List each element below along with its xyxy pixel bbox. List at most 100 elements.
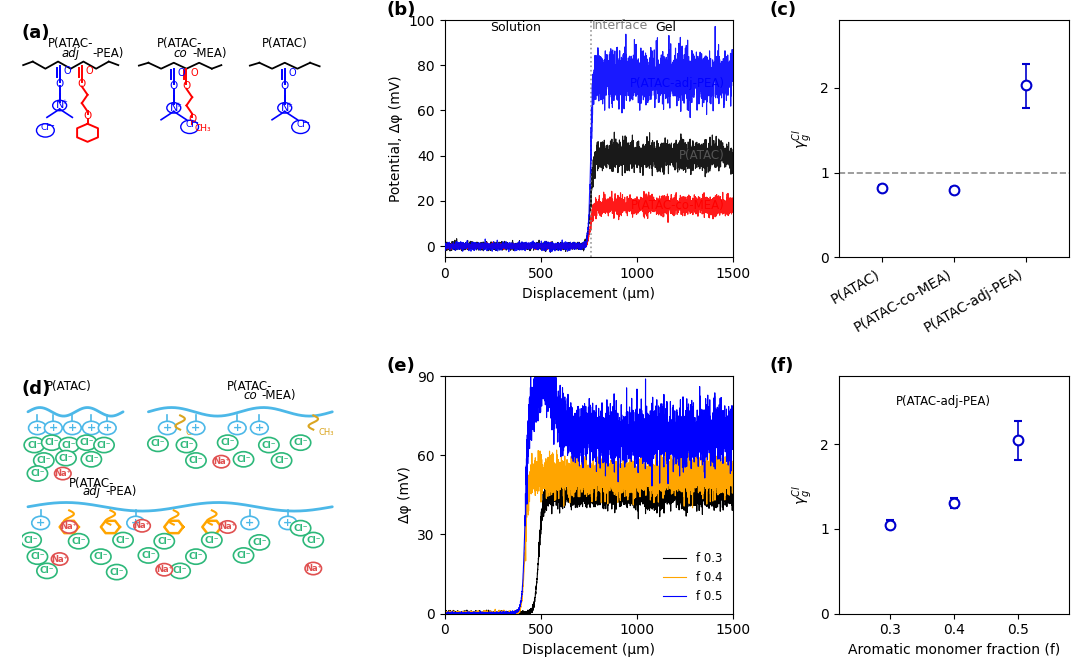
Text: Cl⁻: Cl⁻ (237, 551, 251, 560)
Text: Cl⁻: Cl⁻ (220, 438, 235, 447)
f 0.5 (726, 439, 739, 447)
Circle shape (24, 438, 44, 453)
Circle shape (251, 422, 268, 435)
Text: Na⁺: Na⁺ (60, 522, 78, 532)
Text: N: N (170, 103, 178, 113)
f 0.4 (562, 466, 575, 474)
Text: Na⁺: Na⁺ (134, 522, 150, 530)
Circle shape (291, 435, 311, 450)
f 0.3 (648, 490, 661, 498)
Circle shape (176, 438, 197, 453)
Text: +: + (49, 423, 58, 433)
Text: Cl⁻: Cl⁻ (189, 552, 203, 561)
Text: Cl⁻: Cl⁻ (94, 552, 108, 561)
Text: P(ATAC): P(ATAC) (679, 149, 725, 162)
Line: f 0.4: f 0.4 (445, 440, 732, 614)
Text: P(ATAC-co-MEA): P(ATAC-co-MEA) (632, 199, 725, 212)
f 0.4 (648, 472, 661, 480)
Circle shape (126, 516, 145, 530)
Text: Cl⁻: Cl⁻ (79, 438, 94, 447)
Circle shape (56, 450, 76, 466)
f 0.3 (717, 496, 730, 504)
Text: Cl⁻: Cl⁻ (252, 538, 267, 547)
Text: Cl⁻: Cl⁻ (189, 456, 203, 465)
Circle shape (187, 422, 205, 435)
Text: +: + (163, 423, 172, 433)
Circle shape (107, 564, 126, 580)
Text: Cl⁻: Cl⁻ (141, 551, 156, 560)
Text: Cl⁻: Cl⁻ (116, 536, 131, 544)
Text: -MEA): -MEA) (192, 47, 227, 60)
Circle shape (241, 516, 259, 530)
Text: Interface: Interface (592, 19, 648, 32)
Text: +: + (103, 423, 112, 433)
Text: Cl⁻: Cl⁻ (37, 456, 51, 465)
Circle shape (52, 553, 68, 565)
Text: Cl: Cl (296, 119, 305, 129)
Text: (b): (b) (387, 1, 416, 19)
Text: Na⁺: Na⁺ (51, 554, 68, 564)
Text: co: co (243, 389, 257, 402)
Text: adj: adj (82, 486, 100, 498)
Text: Cl: Cl (185, 119, 194, 129)
Text: +: + (283, 518, 293, 528)
f 0.4 (726, 477, 739, 485)
f 0.3 (438, 610, 451, 618)
Text: Cl⁻: Cl⁻ (274, 456, 288, 465)
Text: O: O (78, 79, 86, 89)
Circle shape (249, 535, 270, 550)
f 0.5 (703, 409, 716, 417)
Circle shape (156, 564, 173, 576)
Text: (c): (c) (769, 1, 797, 19)
Circle shape (170, 564, 190, 578)
Text: Cl⁻: Cl⁻ (261, 440, 276, 450)
Text: O: O (64, 66, 71, 76)
Text: N: N (55, 101, 64, 111)
Text: O: O (183, 81, 190, 91)
Text: P(ATAC): P(ATAC) (46, 380, 92, 394)
f 0.4 (602, 436, 615, 444)
Text: co: co (173, 47, 187, 60)
Text: -PEA): -PEA) (106, 486, 137, 498)
Text: Cl⁻: Cl⁻ (179, 440, 193, 450)
Text: P(ATAC-adj-PEA): P(ATAC-adj-PEA) (630, 77, 725, 90)
Text: O: O (188, 113, 197, 123)
Circle shape (303, 532, 323, 548)
Text: Cl⁻: Cl⁻ (294, 524, 308, 533)
Circle shape (27, 549, 48, 564)
Y-axis label: $\gamma_g^{Cl}$: $\gamma_g^{Cl}$ (791, 129, 814, 149)
Circle shape (219, 521, 235, 533)
Circle shape (148, 436, 168, 452)
Text: -PEA): -PEA) (92, 47, 124, 60)
Text: CH₃: CH₃ (194, 123, 212, 133)
Text: P(ATAC-: P(ATAC- (69, 477, 114, 490)
Text: Cl⁻: Cl⁻ (62, 440, 77, 450)
Text: (d): (d) (22, 380, 51, 398)
Legend: f 0.3, f 0.4, f 0.5: f 0.3, f 0.4, f 0.5 (658, 548, 727, 608)
f 0.5 (529, 367, 542, 375)
Text: N: N (281, 103, 289, 113)
Circle shape (202, 532, 222, 548)
Text: adj: adj (62, 47, 80, 60)
Circle shape (91, 549, 111, 564)
Circle shape (27, 466, 48, 481)
Text: +: + (245, 518, 255, 528)
Text: P(ATAC-: P(ATAC- (227, 380, 272, 394)
Text: Cl⁻: Cl⁻ (157, 537, 172, 546)
Text: Cl⁻: Cl⁻ (84, 455, 98, 464)
Circle shape (82, 422, 100, 435)
Circle shape (279, 516, 297, 530)
Text: P(ATAC-: P(ATAC- (158, 37, 203, 49)
Circle shape (134, 520, 150, 532)
Circle shape (28, 422, 46, 435)
Text: O: O (190, 69, 198, 79)
Text: Cl⁻: Cl⁻ (30, 552, 44, 561)
Text: +: + (68, 423, 77, 433)
f 0.4 (703, 477, 716, 485)
f 0.5 (562, 432, 575, 440)
X-axis label: Aromatic monomer fraction (f): Aromatic monomer fraction (f) (848, 643, 1061, 657)
Text: Na⁺: Na⁺ (219, 522, 237, 532)
Text: Na⁺: Na⁺ (305, 564, 322, 573)
Text: O: O (170, 81, 178, 91)
Text: O: O (85, 66, 93, 76)
